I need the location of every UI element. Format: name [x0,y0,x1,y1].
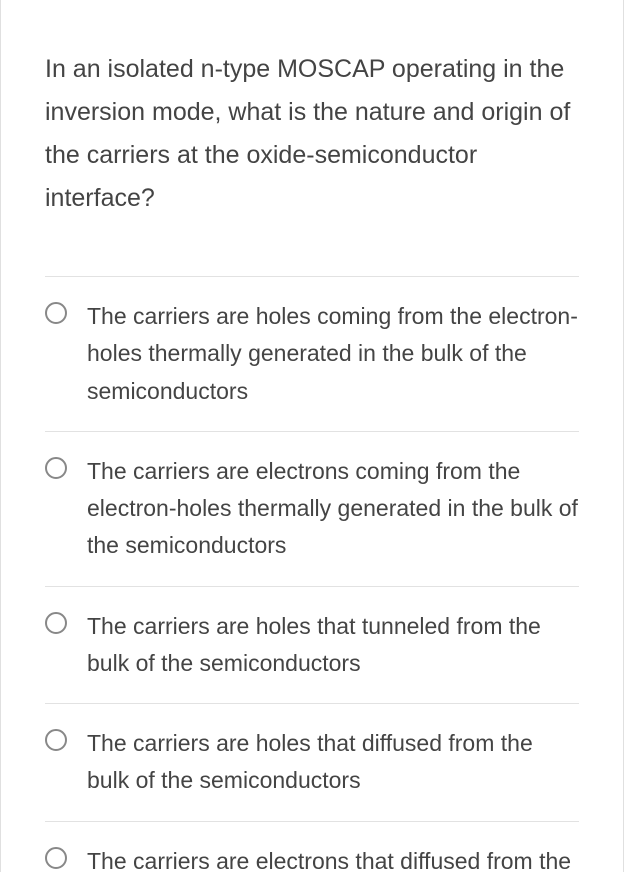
options-list: The carriers are holes coming from the e… [1,276,623,872]
radio-icon[interactable] [45,729,67,751]
option-label: The carriers are holes coming from the e… [87,298,579,410]
option-row[interactable]: The carriers are electrons coming from t… [45,431,579,586]
radio-icon[interactable] [45,847,67,869]
radio-icon[interactable] [45,457,67,479]
radio-icon[interactable] [45,612,67,634]
option-label: The carriers are holes that diffused fro… [87,725,579,800]
option-label: The carriers are electrons coming from t… [87,453,579,565]
radio-icon[interactable] [45,302,67,324]
question-text: In an isolated n-type MOSCAP operating i… [45,48,579,220]
option-row[interactable]: The carriers are holes coming from the e… [45,276,579,431]
question-card: In an isolated n-type MOSCAP operating i… [0,0,624,872]
option-row[interactable]: The carriers are holes that tunneled fro… [45,586,579,704]
option-row[interactable]: The carriers are electrons that diffused… [45,821,579,872]
option-row[interactable]: The carriers are holes that diffused fro… [45,703,579,821]
question-area: In an isolated n-type MOSCAP operating i… [1,0,623,276]
option-label: The carriers are holes that tunneled fro… [87,608,579,683]
option-label: The carriers are electrons that diffused… [87,843,579,872]
